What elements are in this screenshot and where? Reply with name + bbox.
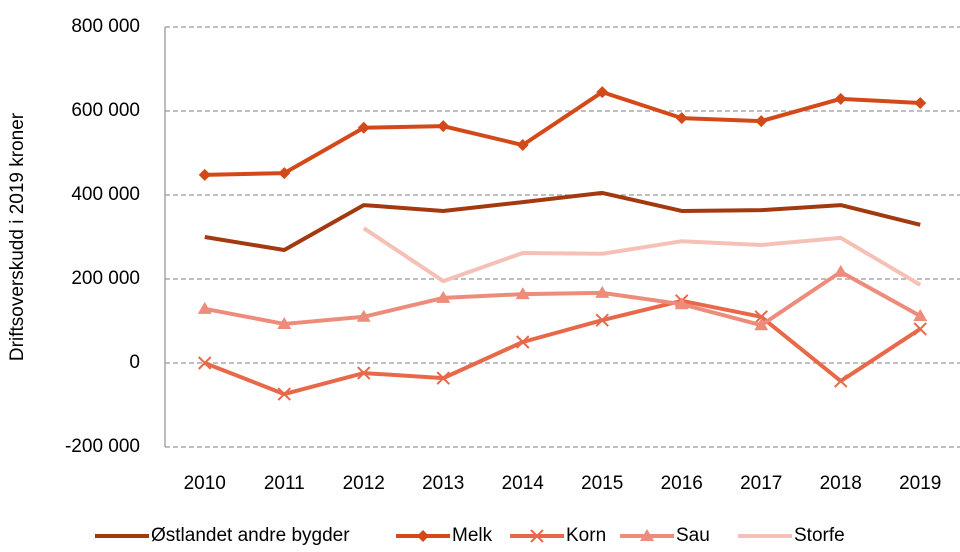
marker <box>198 168 211 181</box>
marker <box>674 297 689 310</box>
marker <box>834 92 847 105</box>
marker <box>595 285 610 298</box>
x-tick-label: 2016 <box>661 473 703 494</box>
marker <box>277 316 292 329</box>
x-tick-label: 2017 <box>740 473 782 494</box>
marker <box>516 139 529 152</box>
series-line <box>204 269 922 328</box>
series-line <box>204 190 921 253</box>
marker <box>197 301 212 314</box>
marker <box>198 356 212 370</box>
x-tick-label: 2019 <box>899 473 941 494</box>
marker <box>515 287 530 300</box>
x-tick-label: 2011 <box>264 473 305 494</box>
series-line <box>204 90 921 177</box>
marker <box>755 115 768 128</box>
x-tick-label: 2018 <box>820 473 862 494</box>
legend-label: Storfe <box>794 525 845 546</box>
marker <box>356 309 371 322</box>
marker <box>530 529 544 543</box>
marker <box>913 322 927 336</box>
legend-item: Storfe <box>738 525 845 546</box>
marker <box>436 371 450 385</box>
x-tick-label: 2010 <box>184 473 226 494</box>
marker <box>436 290 451 303</box>
marker <box>834 374 848 388</box>
x-tick-label: 2014 <box>502 473 545 494</box>
marker <box>914 97 927 110</box>
x-tick-label: 2012 <box>343 473 385 494</box>
legend-item: Sau <box>620 525 710 546</box>
series-line <box>362 226 922 287</box>
legend-item: Korn <box>510 525 606 546</box>
marker <box>595 313 609 327</box>
marker <box>754 318 769 331</box>
marker <box>833 264 848 277</box>
y-tick-label: 0 <box>129 352 140 373</box>
y-axis-label: Driftsoverskudd i 2019 kroner <box>7 112 28 361</box>
legend-label: Korn <box>566 525 606 546</box>
marker <box>357 121 370 134</box>
legend-label: Sau <box>676 525 710 546</box>
x-tick-label: 2013 <box>422 473 464 494</box>
marker <box>596 86 609 99</box>
marker <box>640 529 654 541</box>
y-tick-label: -200 000 <box>65 436 140 457</box>
x-tick-label: 2015 <box>581 473 623 494</box>
marker <box>417 530 429 542</box>
legend-label: Melk <box>452 525 493 546</box>
legend-label: Østlandet andre bygder <box>151 525 350 546</box>
y-tick-label: 400 000 <box>71 184 140 205</box>
y-tick-label: 200 000 <box>71 268 140 289</box>
marker <box>278 167 291 180</box>
marker <box>516 335 530 349</box>
y-tick-label: 600 000 <box>71 100 140 121</box>
legend-item: Østlandet andre bygder <box>95 525 350 546</box>
marker <box>913 308 928 321</box>
marker <box>675 112 688 125</box>
y-tick-label: 800 000 <box>71 16 140 37</box>
marker <box>357 366 371 380</box>
series-line <box>204 298 922 397</box>
marker <box>437 120 450 133</box>
marker <box>277 387 291 401</box>
legend-item: Melk <box>396 525 493 546</box>
